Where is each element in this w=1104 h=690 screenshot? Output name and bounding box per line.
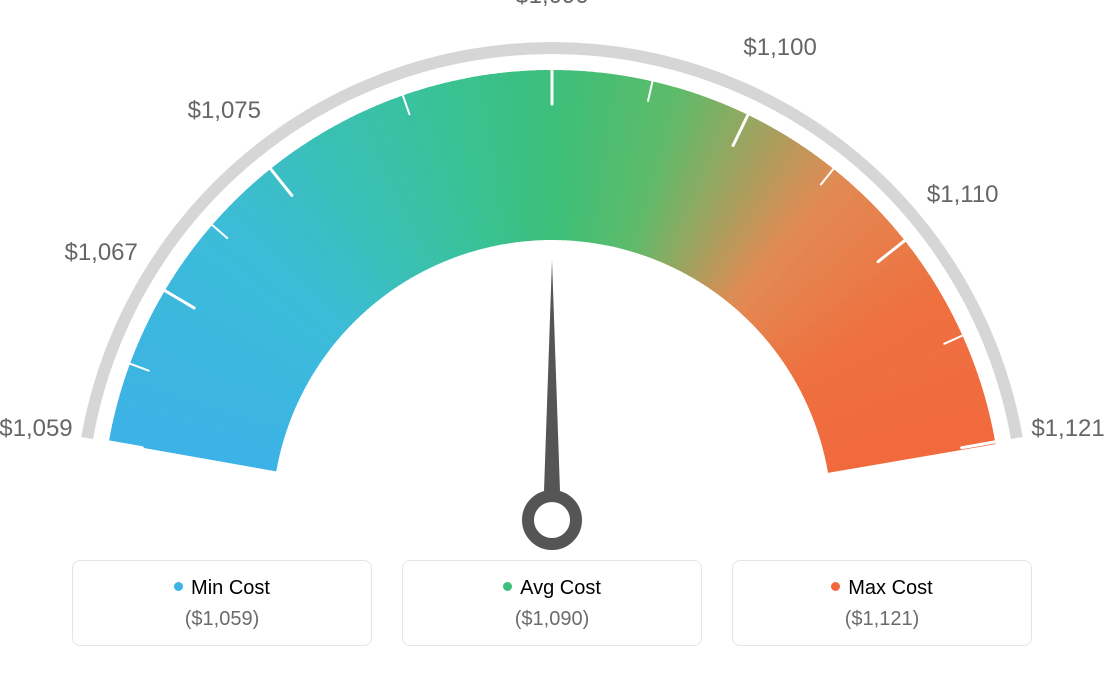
gauge-tick-label: $1,100 xyxy=(743,34,816,62)
gauge-needle xyxy=(543,260,561,520)
legend-value-max: ($1,121) xyxy=(753,608,1011,631)
legend-card-max: Max Cost ($1,121) xyxy=(732,560,1032,646)
gauge-tick-label: $1,059 xyxy=(0,415,73,443)
legend-title-max-text: Max Cost xyxy=(848,577,932,599)
gauge-chart: $1,059 $1,067 $1,075 $1,090 $1,100 $1,110 $1,1… xyxy=(0,0,1104,560)
legend-card-avg: Avg Cost ($1,090) xyxy=(402,560,702,646)
legend-title-max: Max Cost xyxy=(753,577,1011,600)
legend-title-avg: Avg Cost xyxy=(423,577,681,600)
gauge-tick-label: $1,110 xyxy=(927,181,999,209)
gauge-needle-cap xyxy=(528,496,576,544)
dot-icon xyxy=(831,582,840,591)
legend-title-avg-text: Avg Cost xyxy=(520,577,601,599)
legend-title-min: Min Cost xyxy=(93,577,351,600)
legend-value-min: ($1,059) xyxy=(93,608,351,631)
gauge-tick-label: $1,075 xyxy=(188,97,261,125)
dot-icon xyxy=(503,582,512,591)
legend-card-min: Min Cost ($1,059) xyxy=(72,560,372,646)
gauge-tick-label: $1,090 xyxy=(515,0,588,10)
gauge-svg xyxy=(0,0,1104,560)
legend-row: Min Cost ($1,059) Avg Cost ($1,090) Max … xyxy=(0,560,1104,646)
legend-title-min-text: Min Cost xyxy=(191,577,270,599)
gauge-tick-label: $1,121 xyxy=(1031,415,1104,443)
dot-icon xyxy=(174,582,183,591)
legend-value-avg: ($1,090) xyxy=(423,608,681,631)
gauge-tick-label: $1,067 xyxy=(64,239,137,267)
